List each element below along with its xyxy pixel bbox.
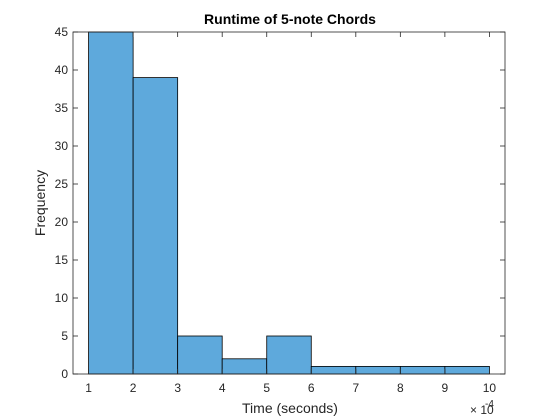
y-tick-label: 20 <box>55 215 69 229</box>
y-tick-label: 35 <box>55 101 69 115</box>
x-tick-label: 4 <box>219 381 226 395</box>
x-tick-label: 1 <box>85 381 92 395</box>
x-exponent-base: × 10 <box>470 403 494 417</box>
histogram-bar <box>444 365 490 375</box>
histogram-bar <box>355 365 401 375</box>
x-tick-label: 9 <box>442 381 449 395</box>
x-tick-label: 3 <box>174 381 181 395</box>
x-tick-label: 10 <box>483 381 497 395</box>
y-tick-label: 40 <box>55 63 69 77</box>
histogram-bar <box>399 365 446 375</box>
histogram-bar <box>132 77 179 375</box>
histogram-bar <box>177 335 223 375</box>
y-axis-label: Frequency <box>32 170 48 236</box>
y-tick-label: 5 <box>61 329 68 343</box>
y-tick-label: 25 <box>55 177 69 191</box>
axes-box <box>72 31 506 375</box>
histogram-bar <box>266 335 312 375</box>
y-tick-label: 10 <box>55 291 69 305</box>
y-tick-label: 45 <box>55 25 69 39</box>
y-tick-label: 30 <box>55 139 69 153</box>
y-tick-label: 0 <box>61 367 68 381</box>
histogram-bar <box>310 365 357 375</box>
x-axis-label: Time (seconds) <box>242 400 338 416</box>
histogram-bar <box>88 31 134 375</box>
x-tick-label: 6 <box>308 381 315 395</box>
x-tick-label: 8 <box>397 381 404 395</box>
chart-title: Runtime of 5-note Chords <box>204 11 376 27</box>
x-tick-label: 2 <box>130 381 137 395</box>
x-exponent-power: -4 <box>485 399 494 410</box>
x-exponent-label: × 10 -4 <box>470 399 494 417</box>
y-tick-label: 15 <box>55 253 69 267</box>
x-tick-label: 7 <box>352 381 359 395</box>
x-tick-label: 5 <box>263 381 270 395</box>
histogram-bar <box>221 358 268 375</box>
